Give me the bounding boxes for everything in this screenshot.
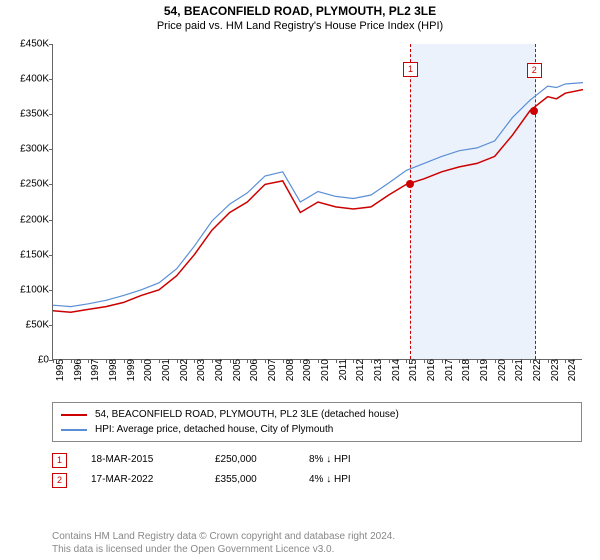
x-axis-label: 2012 xyxy=(349,359,366,381)
legend-label: 54, BEACONFIELD ROAD, PLYMOUTH, PL2 3LE … xyxy=(95,407,399,422)
sale-marker-dot xyxy=(406,180,414,188)
legend: 54, BEACONFIELD ROAD, PLYMOUTH, PL2 3LE … xyxy=(52,402,582,442)
sale-marker-label: 2 xyxy=(527,63,542,78)
series-property xyxy=(53,90,583,313)
x-axis-label: 2003 xyxy=(190,359,207,381)
sale-hpi-diff: 4% ↓ HPI xyxy=(309,470,351,490)
x-axis-label: 2019 xyxy=(473,359,490,381)
x-axis-label: 2009 xyxy=(296,359,313,381)
footer-line-1: Contains HM Land Registry data © Crown c… xyxy=(52,530,582,543)
y-axis-label: £300K xyxy=(20,144,49,155)
y-axis-label: £350K xyxy=(20,109,49,120)
plot-area: £0£50K£100K£150K£200K£250K£300K£350K£400… xyxy=(52,44,582,360)
y-axis-label: £50K xyxy=(26,319,49,330)
legend-label: HPI: Average price, detached house, City… xyxy=(95,422,333,437)
sale-date: 17-MAR-2022 xyxy=(91,470,191,490)
x-axis-label: 2008 xyxy=(279,359,296,381)
x-axis-label: 2005 xyxy=(226,359,243,381)
sale-marker-dot xyxy=(530,107,538,115)
x-axis-label: 2002 xyxy=(173,359,190,381)
y-axis-label: £250K xyxy=(20,179,49,190)
y-axis-label: £150K xyxy=(20,249,49,260)
sale-price: £355,000 xyxy=(215,470,285,490)
series-hpi xyxy=(53,83,583,307)
attribution: Contains HM Land Registry data © Crown c… xyxy=(52,530,582,556)
x-axis-label: 1997 xyxy=(84,359,101,381)
x-axis-label: 2004 xyxy=(208,359,225,381)
x-axis-label: 1998 xyxy=(102,359,119,381)
sale-marker-label: 1 xyxy=(403,62,418,77)
legend-swatch xyxy=(61,429,87,431)
chart-title: 54, BEACONFIELD ROAD, PLYMOUTH, PL2 3LE xyxy=(0,4,600,18)
chart-subtitle: Price paid vs. HM Land Registry's House … xyxy=(0,20,600,32)
legend-item: HPI: Average price, detached house, City… xyxy=(61,422,573,437)
x-axis-label: 1999 xyxy=(120,359,137,381)
sale-hpi-diff: 8% ↓ HPI xyxy=(309,450,351,470)
sale-price: £250,000 xyxy=(215,450,285,470)
x-axis-label: 2006 xyxy=(243,359,260,381)
sale-index-box: 1 xyxy=(52,453,67,468)
x-axis-label: 2020 xyxy=(491,359,508,381)
x-axis-label: 2007 xyxy=(261,359,278,381)
x-axis-label: 2000 xyxy=(137,359,154,381)
footer-line-2: This data is licensed under the Open Gov… xyxy=(52,543,582,556)
x-axis-label: 1996 xyxy=(67,359,84,381)
y-axis-label: £0 xyxy=(38,355,49,366)
x-axis-label: 2011 xyxy=(332,359,349,381)
x-axis-label: 2013 xyxy=(367,359,384,381)
x-axis-label: 2015 xyxy=(402,359,419,381)
legend-swatch xyxy=(61,414,87,416)
y-axis-label: £200K xyxy=(20,214,49,225)
titles: 54, BEACONFIELD ROAD, PLYMOUTH, PL2 3LE … xyxy=(0,0,600,32)
bottom-panel: 54, BEACONFIELD ROAD, PLYMOUTH, PL2 3LE … xyxy=(52,402,582,490)
line-svg xyxy=(53,44,583,360)
x-axis-label: 2023 xyxy=(544,359,561,381)
y-axis-label: £450K xyxy=(20,39,49,50)
x-axis-label: 2001 xyxy=(155,359,172,381)
x-axis-label: 2021 xyxy=(508,359,525,381)
y-axis-label: £100K xyxy=(20,284,49,295)
x-axis-label: 2010 xyxy=(314,359,331,381)
sale-index-box: 2 xyxy=(52,473,67,488)
sale-row: 1 18-MAR-2015 £250,000 8% ↓ HPI xyxy=(52,450,582,470)
chart-container: 54, BEACONFIELD ROAD, PLYMOUTH, PL2 3LE … xyxy=(0,0,600,560)
sale-date: 18-MAR-2015 xyxy=(91,450,191,470)
y-axis-label: £400K xyxy=(20,74,49,85)
x-axis-label: 2017 xyxy=(438,359,455,381)
legend-item: 54, BEACONFIELD ROAD, PLYMOUTH, PL2 3LE … xyxy=(61,407,573,422)
sales-table: 1 18-MAR-2015 £250,000 8% ↓ HPI 2 17-MAR-2022… xyxy=(52,450,582,490)
x-axis-label: 2016 xyxy=(420,359,437,381)
x-axis-label: 1995 xyxy=(49,359,66,381)
x-axis-label: 2018 xyxy=(455,359,472,381)
sale-row: 2 17-MAR-2022 £355,000 4% ↓ HPI xyxy=(52,470,582,490)
x-axis-label: 2024 xyxy=(561,359,578,381)
x-axis-label: 2022 xyxy=(526,359,543,381)
x-axis-label: 2014 xyxy=(385,359,402,381)
